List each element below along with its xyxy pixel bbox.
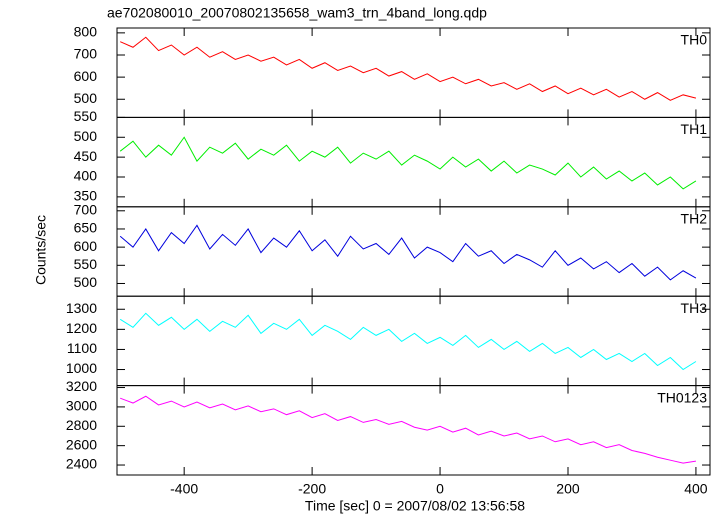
data-line — [119, 224, 697, 281]
y-tick-label: 500 — [74, 274, 98, 290]
x-tick-label: -400 — [170, 481, 198, 497]
x-tick-label: 400 — [684, 481, 708, 497]
panel-frame — [116, 27, 711, 118]
x-tick-label: 0 — [436, 481, 444, 497]
series-label: TH1 — [681, 121, 708, 137]
panel-frame — [116, 116, 711, 208]
data-line — [119, 312, 697, 371]
y-tick-label: 1000 — [66, 360, 97, 376]
series-label: TH3 — [681, 300, 708, 316]
y-tick-label: 500 — [74, 128, 98, 144]
y-tick-label: 2600 — [66, 436, 97, 452]
data-line — [120, 36, 697, 101]
data-line — [120, 395, 697, 464]
y-tick-label: 550 — [74, 256, 98, 272]
y-tick-label: 2800 — [66, 417, 97, 433]
y-tick-label: 600 — [74, 238, 98, 254]
y-tick-label: 800 — [74, 24, 98, 40]
y-tick-label: 600 — [74, 68, 98, 84]
series-label: TH0123 — [657, 389, 707, 405]
y-tick-label: 650 — [74, 220, 98, 236]
y-tick-label: 500 — [74, 90, 98, 106]
series-label: TH0 — [681, 32, 708, 48]
y-tick-label: 3000 — [66, 398, 97, 414]
y-tick-label: 2400 — [66, 456, 97, 472]
panel-frame — [116, 385, 711, 476]
x-axis-label: Time [sec] 0 = 2007/08/02 13:56:58 — [305, 498, 525, 514]
x-tick-label: -200 — [298, 481, 326, 497]
y-tick-label: 550 — [74, 108, 98, 124]
y-tick-label: 450 — [74, 148, 98, 164]
y-tick-label: 700 — [74, 46, 98, 62]
chart-title: ae702080010_20070802135658_wam3_trn_4ban… — [107, 5, 487, 21]
y-tick-label: 700 — [74, 202, 98, 218]
panel-frame — [116, 206, 711, 297]
y-tick-label: 3200 — [66, 378, 97, 394]
y-tick-label: 1300 — [66, 300, 97, 316]
x-tick-label: 200 — [556, 481, 580, 497]
y-tick-label: 400 — [74, 168, 98, 184]
data-line — [119, 136, 697, 190]
series-label: TH2 — [681, 211, 708, 227]
y-tick-label: 1200 — [66, 320, 97, 336]
panel-frame — [116, 295, 711, 387]
y-axis-label: Counts/sec — [33, 215, 49, 285]
y-tick-label: 1100 — [67, 340, 97, 356]
y-tick-label: 350 — [74, 188, 98, 204]
